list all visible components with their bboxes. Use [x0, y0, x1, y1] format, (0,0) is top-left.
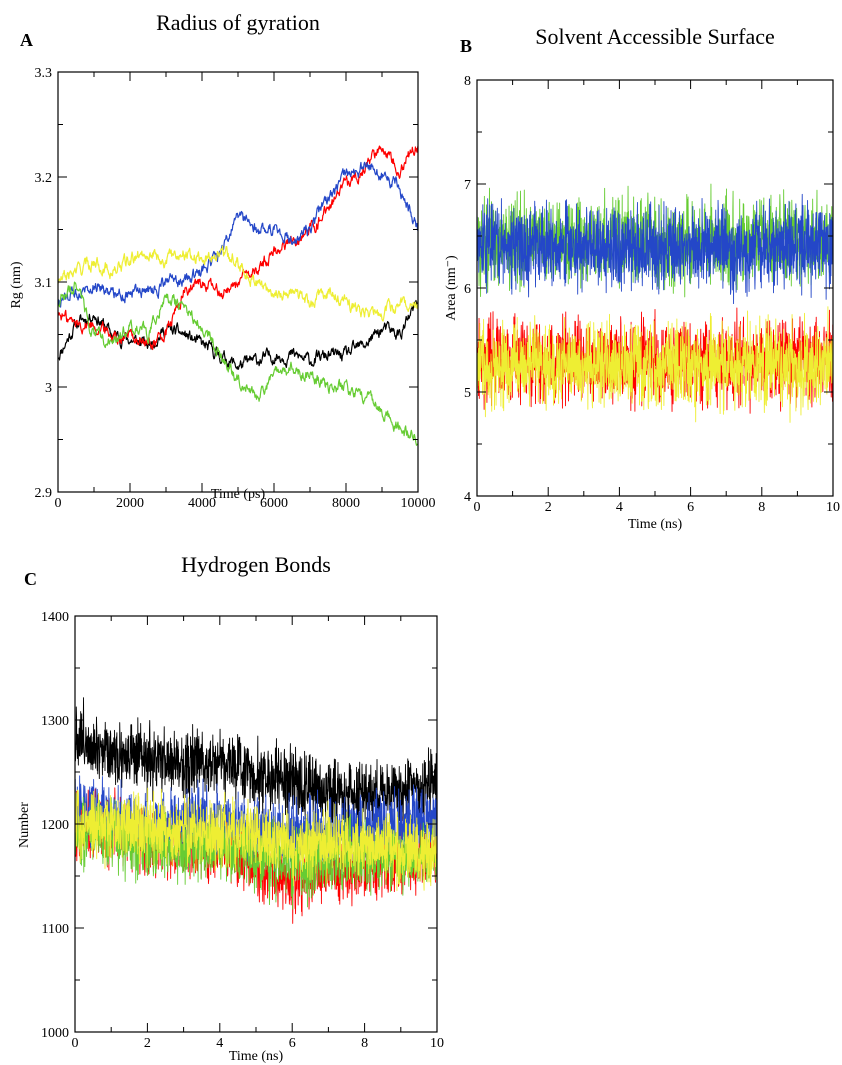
- x-tick-label: 6000: [260, 496, 288, 511]
- x-tick-label: 6: [289, 1036, 296, 1051]
- y-tick-label: 1000: [41, 1026, 69, 1041]
- plot-area: 0 2 4 6 8 10 4 5 6 7 8: [464, 74, 840, 515]
- plot-area: 0 2000 4000 6000 8000 10000 2.9 3 3.1 3.2 3.3: [35, 66, 436, 511]
- y-tick-label: 3.1: [35, 276, 53, 291]
- panel-c: C Hydrogen Bonds Time (ns) Number 0 2 4 6 8 1…: [17, 552, 444, 1064]
- x-tick-label: 8: [361, 1036, 368, 1051]
- x-tick-label: 10: [826, 500, 840, 515]
- x-axis-label: Time (ps): [211, 487, 266, 502]
- y-tick-label: 1200: [41, 818, 69, 833]
- y-tick-label: 3.2: [35, 171, 53, 186]
- x-tick-label: 4000: [188, 496, 216, 511]
- x-tick-label: 2: [545, 500, 552, 515]
- x-tick-label: 8000: [332, 496, 360, 511]
- x-tick-label: 10000: [401, 496, 436, 511]
- y-tick-label: 3.3: [35, 66, 53, 81]
- y-tick-label: 3: [45, 381, 52, 396]
- y-tick-label: 4: [464, 490, 471, 505]
- y-tick-label: 6: [464, 282, 471, 297]
- series-line-4: [477, 306, 833, 423]
- x-tick-label: 10: [430, 1036, 444, 1051]
- chart-title: Radius of gyration: [156, 10, 320, 35]
- x-tick-label: 0: [55, 496, 62, 511]
- series-line-2: [58, 145, 418, 351]
- panel-label: C: [24, 569, 37, 589]
- x-tick-label: 4: [216, 1036, 223, 1051]
- y-tick-label: 2.9: [35, 486, 53, 501]
- panel-b: B Solvent Accessible Surface Time (ns) A…: [444, 24, 840, 532]
- plot-frame: [57, 71, 419, 493]
- plot-area: 0 2 4 6 8 10 1000 1100 1200 1300 1400: [41, 610, 444, 1051]
- y-axis-label: Number: [17, 802, 32, 848]
- series-line-3: [58, 161, 418, 308]
- series-line-5: [58, 245, 418, 322]
- series-line-4: [58, 281, 418, 446]
- x-tick-label: 0: [72, 1036, 79, 1051]
- x-axis-label: Time (ns): [229, 1049, 284, 1064]
- y-tick-label: 7: [464, 178, 471, 193]
- y-tick-label: 8: [464, 74, 471, 89]
- y-axis-label: Area (nm⁻): [444, 255, 459, 321]
- chart-title: Solvent Accessible Surface: [535, 24, 775, 49]
- x-tick-label: 2: [144, 1036, 151, 1051]
- panel-a: A Radius of gyration Time (ps) Rg (nm) 0…: [9, 10, 436, 511]
- x-axis-label: Time (ns): [628, 517, 683, 532]
- series-line-5: [75, 787, 437, 892]
- y-tick-label: 1400: [41, 610, 69, 625]
- chart-title: Hydrogen Bonds: [181, 552, 331, 577]
- y-tick-label: 1100: [42, 922, 69, 937]
- x-tick-label: 8: [758, 500, 765, 515]
- y-tick-label: 5: [464, 386, 471, 401]
- y-axis-label: Rg (nm): [9, 261, 24, 308]
- panel-label: B: [460, 36, 472, 56]
- x-tick-label: 0: [474, 500, 481, 515]
- series-line-1: [58, 299, 418, 370]
- series-line-3: [477, 193, 833, 305]
- x-tick-label: 6: [687, 500, 694, 515]
- panel-label: A: [20, 30, 33, 50]
- x-tick-label: 2000: [116, 496, 144, 511]
- y-tick-label: 1300: [41, 714, 69, 729]
- plot-frame: [476, 79, 834, 497]
- x-tick-label: 4: [616, 500, 623, 515]
